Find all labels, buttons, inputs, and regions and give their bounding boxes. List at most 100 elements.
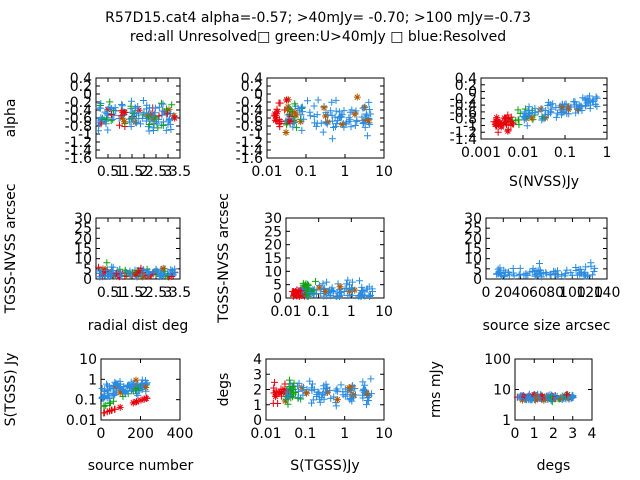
data-point: [337, 112, 345, 120]
data-point: [556, 106, 564, 114]
data-point: [294, 394, 302, 402]
data-point: [359, 104, 367, 112]
y-tick-label: 0.4: [241, 71, 263, 87]
data-point: [572, 264, 580, 272]
data-point: [310, 290, 318, 298]
data-point: [345, 114, 353, 122]
data-point: [170, 112, 178, 120]
data-point: [271, 110, 279, 118]
y-axis-label: alpha: [3, 99, 19, 138]
data-point: [496, 264, 504, 272]
data-point: [271, 116, 279, 124]
data-point: [538, 116, 546, 124]
scatter-points: [288, 276, 376, 301]
data-point: [330, 393, 338, 401]
y-tick-label: 10: [79, 352, 97, 368]
y-tick-label: -0.8: [236, 119, 263, 135]
data-point: [121, 108, 129, 116]
data-point: [299, 108, 307, 116]
data-point: [159, 100, 167, 108]
data-point: [532, 270, 540, 278]
data-point: [101, 108, 109, 116]
data-point: [291, 100, 299, 108]
data-point: [96, 104, 104, 112]
data-point: [356, 277, 364, 285]
data-point: [351, 121, 359, 129]
data-point: [270, 384, 278, 392]
x-tick-label: 1: [340, 426, 349, 442]
data-point: [334, 289, 342, 297]
data-point: [558, 271, 566, 279]
data-point: [284, 106, 292, 114]
data-point: [327, 394, 335, 402]
figure-title: R57D15.cat4 alpha=-0.57; >40mJy= -0.70; …: [105, 10, 531, 26]
data-point: [137, 270, 145, 278]
data-point: [272, 393, 280, 401]
data-point: [578, 269, 586, 277]
data-point: [349, 391, 357, 399]
panel-3: 0.001 0.01 0.1 1 0.40.20-0.2-0.4-0.6-0.8-1-1…: [450, 71, 612, 190]
data-point: [292, 111, 300, 119]
data-point: [586, 104, 594, 112]
x-tick-label: 0.1: [295, 164, 317, 180]
data-point: [353, 93, 361, 101]
y-tick-label: 20: [264, 238, 282, 254]
data-point: [271, 389, 279, 397]
y-axis-label: rms mJy: [428, 361, 444, 418]
data-point: [104, 106, 112, 114]
data-point: [274, 388, 282, 396]
data-point: [574, 105, 582, 113]
y-tick-label: -0.2: [65, 95, 92, 111]
data-point: [300, 115, 308, 123]
data-point: [149, 124, 157, 132]
x-tick-label: 1.5: [121, 285, 143, 301]
data-point: [145, 113, 153, 121]
data-point: [568, 394, 576, 402]
data-point: [359, 120, 367, 128]
y-tick-label: 0.4: [70, 71, 92, 87]
data-point: [99, 393, 107, 401]
x-tick-label: 0: [511, 426, 520, 442]
y-tick-label: 0: [253, 413, 262, 429]
data-point: [576, 104, 584, 112]
x-tick-label: 140: [594, 285, 621, 301]
y-tick-label: -0.4: [236, 103, 263, 119]
data-point: [137, 120, 145, 128]
data-point: [171, 269, 179, 277]
scatter-points: [513, 390, 577, 406]
data-point: [528, 114, 536, 122]
data-point: [103, 408, 111, 416]
data-point: [320, 395, 328, 403]
data-point: [535, 259, 543, 267]
data-point: [139, 97, 147, 105]
data-point: [311, 119, 319, 127]
data-point: [301, 282, 309, 290]
data-point: [363, 390, 371, 398]
data-point: [553, 393, 561, 401]
data-point: [142, 384, 150, 392]
data-point: [275, 99, 283, 107]
data-point: [364, 117, 372, 125]
data-point: [522, 270, 530, 278]
data-point: [365, 397, 373, 405]
data-point: [100, 116, 108, 124]
data-point: [547, 393, 555, 401]
data-point: [314, 96, 322, 104]
data-point: [516, 270, 524, 278]
data-point: [132, 118, 140, 126]
y-axis-label: degs: [216, 373, 232, 407]
data-point: [108, 111, 116, 119]
data-point: [145, 120, 153, 128]
data-point: [127, 122, 135, 130]
data-point: [102, 401, 110, 409]
data-point: [97, 120, 105, 128]
data-point: [134, 102, 142, 110]
y-tick-label: 0: [473, 272, 482, 288]
data-point: [127, 102, 135, 110]
data-point: [116, 121, 124, 129]
y-tick-label: -1.6: [236, 151, 263, 167]
data-point: [366, 293, 374, 301]
data-point: [571, 98, 579, 106]
data-point: [347, 123, 355, 131]
data-point: [336, 283, 344, 291]
